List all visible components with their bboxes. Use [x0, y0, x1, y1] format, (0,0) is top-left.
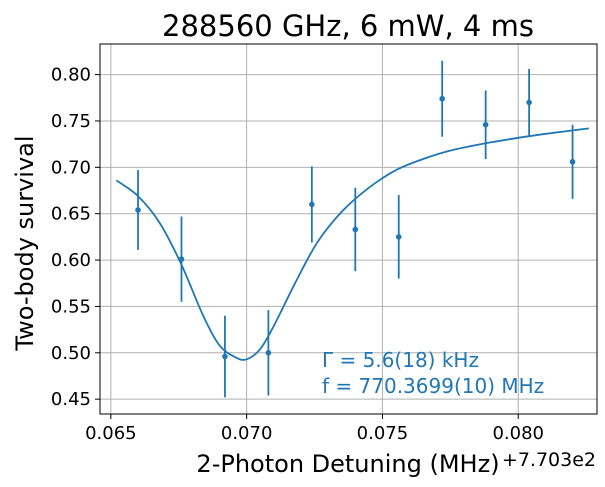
data-point [309, 201, 315, 208]
fit-curve [115, 127, 590, 361]
x-tick-label: 0.070 [221, 423, 273, 444]
y-tick-label: 0.80 [51, 65, 91, 86]
x-axis-label: 2-Photon Detuning (MHz) [196, 450, 499, 478]
data-point [482, 121, 489, 128]
fit-gamma-annotation: Γ = 5.6(18) kHz [322, 348, 479, 372]
data-points [135, 60, 576, 398]
fit-layer [115, 127, 590, 361]
y-tick-label: 0.55 [51, 296, 91, 317]
y-tick-label: 0.50 [51, 343, 91, 364]
y-tick-label: 0.60 [51, 250, 91, 271]
plot-frame [99, 43, 598, 415]
y-tick-label: 0.45 [51, 389, 91, 410]
chart-title: 288560 GHz, 6 mW, 4 ms [162, 9, 534, 43]
data-point [352, 226, 359, 233]
y-tick-label: 0.75 [51, 111, 91, 132]
data-point [178, 256, 185, 262]
y-tick-label: 0.70 [51, 157, 91, 178]
data-point [569, 158, 576, 165]
data-point [439, 95, 445, 102]
fit-frequency-annotation: f = 770.3699(10) MHz [322, 374, 544, 398]
x-axis-ticks: 0.065 0.070 0.075 0.080 [85, 414, 544, 444]
x-tick-label: 0.075 [357, 423, 409, 444]
data-point [265, 349, 272, 356]
data-point [395, 234, 402, 240]
y-axis-label: Two-body survival [11, 135, 39, 351]
x-offset-label: +7.703e2 [502, 449, 596, 471]
data-point [222, 353, 228, 360]
data-point [526, 99, 532, 106]
y-tick-label: 0.65 [51, 204, 91, 225]
grid [100, 44, 597, 414]
x-tick-label: 0.065 [85, 423, 137, 444]
data-point [135, 207, 141, 213]
y-axis-ticks: 0.45 0.50 0.55 0.60 0.65 0.70 0.75 0.80 [51, 65, 100, 410]
x-tick-label: 0.080 [492, 423, 544, 444]
